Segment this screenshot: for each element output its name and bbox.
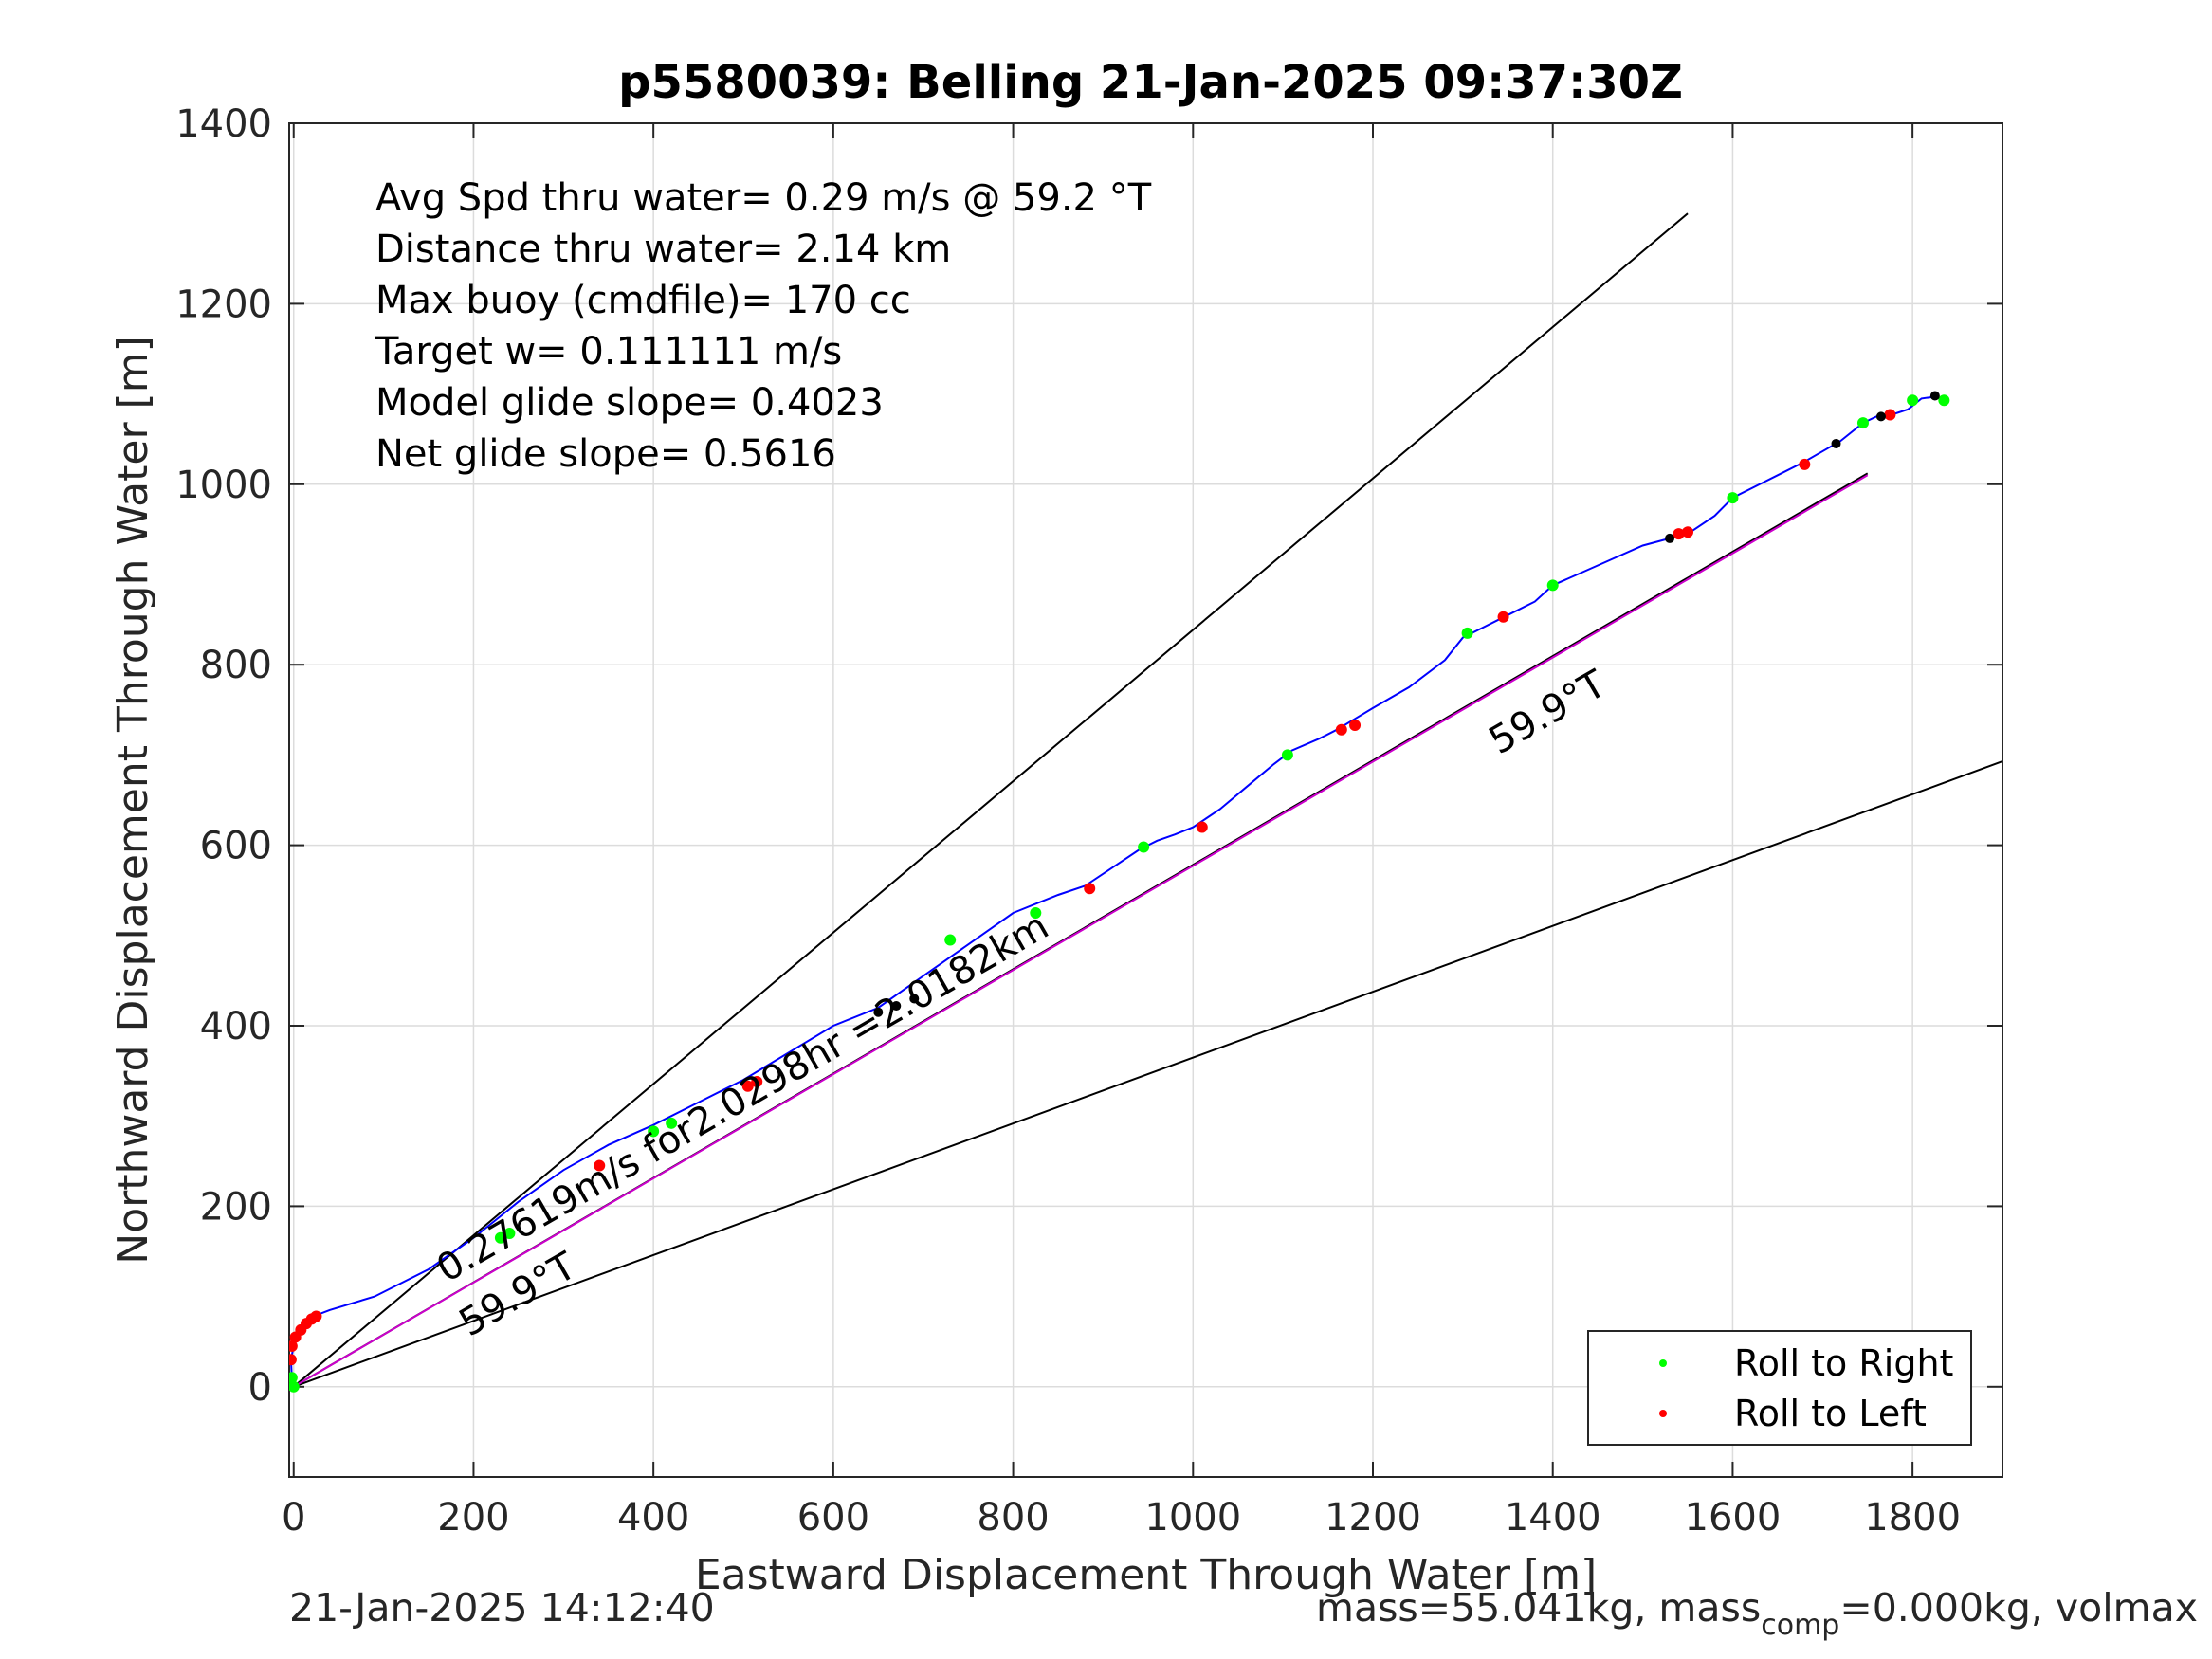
y-tick-label: 0 [248,1366,272,1410]
mass-text: mass=55.041kg, mass [1316,1585,1762,1631]
x-axis-label: Eastward Displacement Through Water [m] [695,1551,1597,1599]
roll-left-point [289,1354,297,1366]
roll-right-point [503,1227,516,1239]
x-tick-label: 1800 [1864,1496,1961,1540]
data-layer [289,212,2002,1393]
roll-right-point [944,934,957,946]
roll-left-point [751,1076,763,1088]
roll-right-point [648,1125,660,1138]
chart-title: p5580039: Belling 21-Jan-2025 09:37:30Z [618,56,1683,109]
black-marker-point [1665,533,1675,543]
y-tick-label: 1000 [175,464,272,507]
legend-left-marker [1659,1410,1667,1417]
roll-left-point [741,1080,754,1092]
legend-left-label: Roll to Left [1734,1393,1927,1434]
stats-annotation-line: Max buoy (cmdfile)= 170 cc [375,279,911,322]
roll-right-point [666,1117,678,1129]
roll-left-point [289,1340,298,1352]
roll-left-point [1682,526,1694,538]
roll-left-point [1335,723,1347,736]
x-tick-label: 600 [797,1496,869,1540]
plot-frame [288,122,2003,1478]
stats-annotation-line: Model glide slope= 0.4023 [375,381,884,425]
roll-right-point [1546,579,1559,592]
roll-left-point [1673,528,1685,540]
y-tick-label: 200 [200,1185,272,1229]
legend-right-label: Roll to Right [1734,1342,1953,1384]
y-tick-label: 400 [200,1005,272,1048]
black-marker-point [1875,411,1886,422]
y-axis-label: Northward Displacement Through Water [m] [109,336,157,1264]
legend-right-marker [1659,1359,1667,1367]
mass-tail: =0.000kg, volmax [1839,1585,2198,1631]
black-marker-point [873,1007,884,1017]
x-tick-label: 400 [617,1496,689,1540]
y-tick-label: 1400 [175,102,272,146]
stats-annotation-line: Distance thru water= 2.14 km [375,228,951,271]
roll-left-point [1196,821,1208,833]
upper-bound-line [293,212,1689,1388]
magenta-heading-line [293,474,1869,1388]
roll-left-point [1799,458,1811,470]
y-tick-label: 800 [200,644,272,687]
roll-right-point [494,1231,506,1244]
mass-subscript: comp [1761,1609,1840,1642]
x-tick-label: 800 [977,1496,1049,1540]
x-tick-label: 200 [437,1496,509,1540]
roll-left-point [1349,719,1362,731]
roll-left-point [1884,409,1896,421]
footer-timestamp: 21-Jan-2025 14:12:40 [289,1585,715,1631]
roll-right-point [1907,394,1919,407]
y-tick-label: 600 [200,825,272,868]
roll-right-point [1938,394,1950,407]
x-tick-label: 1200 [1325,1496,1421,1540]
y-tick-label: 1200 [175,283,272,326]
x-tick-label: 1000 [1144,1496,1241,1540]
x-tick-label: 0 [282,1496,305,1540]
stats-annotation-line: Avg Spd thru water= 0.29 m/s @ 59.2 °T [375,176,1152,220]
stats-annotation-line: Target w= 0.111111 m/s [375,330,842,374]
roll-right-point [1727,492,1739,504]
x-tick-label: 1400 [1505,1496,1601,1540]
roll-left-point [310,1310,322,1322]
roll-right-point [289,1380,300,1393]
roll-right-point [1138,841,1150,853]
roll-left-point [1084,883,1096,895]
roll-right-point [289,1372,298,1384]
black-marker-point [909,994,920,1004]
roll-right-point [1856,417,1869,429]
roll-right-point [1461,627,1473,639]
black-marker-point [891,1001,902,1012]
roll-left-point [594,1159,606,1172]
footer-mass-info: mass=55.041kg, masscomp=0.000kg, volmax [1316,1585,2198,1642]
roll-right-point [1030,907,1042,919]
x-tick-label: 1600 [1685,1496,1782,1540]
black-marker-point [1831,438,1841,448]
lower-bound-line [293,760,2002,1388]
black-marker-point [1929,391,1940,401]
roll-right-point [1281,749,1293,761]
stats-annotation-line: Net glide slope= 0.5616 [375,432,836,476]
legend-box [1587,1330,1972,1446]
roll-left-point [1497,611,1509,623]
